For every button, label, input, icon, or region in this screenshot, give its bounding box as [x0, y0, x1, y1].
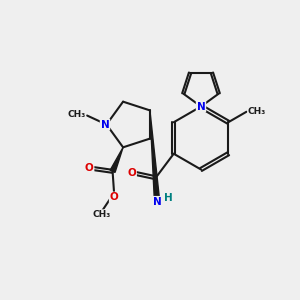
Polygon shape	[110, 147, 123, 172]
Text: N: N	[196, 101, 206, 112]
Polygon shape	[150, 110, 160, 203]
Text: H: H	[164, 193, 173, 203]
Text: CH₃: CH₃	[93, 210, 111, 219]
Text: CH₃: CH₃	[248, 107, 266, 116]
Text: CH₃: CH₃	[67, 110, 86, 118]
Text: N: N	[100, 119, 109, 130]
Text: O: O	[127, 168, 136, 178]
Text: O: O	[110, 192, 118, 203]
Text: N: N	[153, 197, 162, 207]
Text: O: O	[85, 163, 94, 173]
